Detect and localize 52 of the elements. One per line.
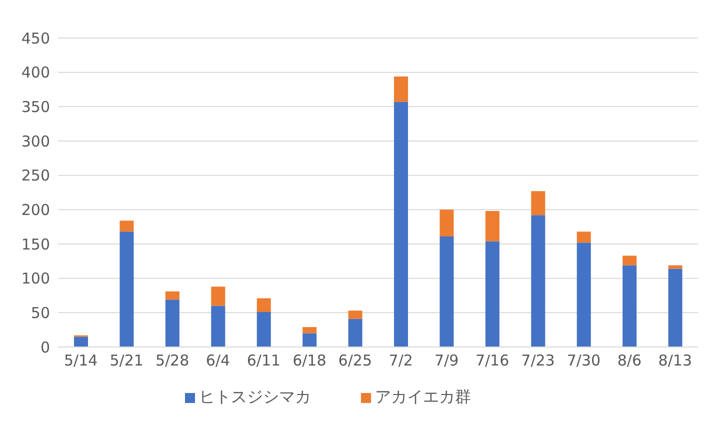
x-tick-label: 6/25 <box>338 352 372 370</box>
bar <box>576 232 591 243</box>
bar <box>485 241 500 347</box>
bar <box>165 300 180 347</box>
x-tick-label: 5/28 <box>155 352 190 370</box>
bar <box>485 211 500 242</box>
x-tick-label: 5/14 <box>64 352 98 370</box>
bar <box>394 102 408 347</box>
y-tick-label: 450 <box>21 29 50 48</box>
bar <box>211 286 226 306</box>
x-tick-label: 7/23 <box>521 352 555 370</box>
x-tick-label: 5/21 <box>110 352 144 370</box>
x-tick-label: 7/16 <box>475 352 510 370</box>
y-tick-label: 150 <box>21 235 50 254</box>
bar <box>668 268 682 347</box>
bar <box>348 318 362 347</box>
y-tick-label: 400 <box>21 64 50 82</box>
y-tick-label: 200 <box>21 200 50 219</box>
bar <box>120 220 134 232</box>
y-tick-label: 250 <box>21 166 50 185</box>
legend-label: ヒトスジシマカ <box>199 387 311 406</box>
bar <box>440 236 454 347</box>
bar <box>531 215 546 347</box>
x-tick-label: 6/11 <box>246 352 281 370</box>
bar <box>120 232 134 347</box>
bar <box>165 291 180 300</box>
bar <box>302 327 317 334</box>
bar <box>440 210 454 236</box>
x-tick-label: 7/2 <box>388 352 413 370</box>
y-tick-label: 300 <box>21 132 50 150</box>
bar <box>74 336 88 347</box>
x-tick-label: 8/13 <box>658 352 692 370</box>
x-tick-label: 7/9 <box>434 352 459 370</box>
bar <box>531 191 546 216</box>
y-tick-label: 100 <box>21 270 50 288</box>
legend-label: アカイエカ群 <box>375 387 471 406</box>
y-tick-label: 350 <box>21 98 50 116</box>
x-tick-label: 6/4 <box>206 352 230 370</box>
x-tick-label: 8/6 <box>617 352 642 370</box>
x-tick-label: 6/18 <box>292 352 326 370</box>
bar <box>256 312 271 347</box>
bar <box>256 298 271 312</box>
y-tick-label: 50 <box>30 304 50 322</box>
bar <box>622 265 637 347</box>
bar <box>394 76 408 102</box>
x-tick-label: 7/30 <box>566 352 601 370</box>
bar <box>302 333 317 347</box>
bar <box>622 256 637 266</box>
bar <box>211 306 226 347</box>
bar <box>576 242 591 347</box>
bar <box>348 310 362 319</box>
y-tick-label: 0 <box>40 338 50 356</box>
